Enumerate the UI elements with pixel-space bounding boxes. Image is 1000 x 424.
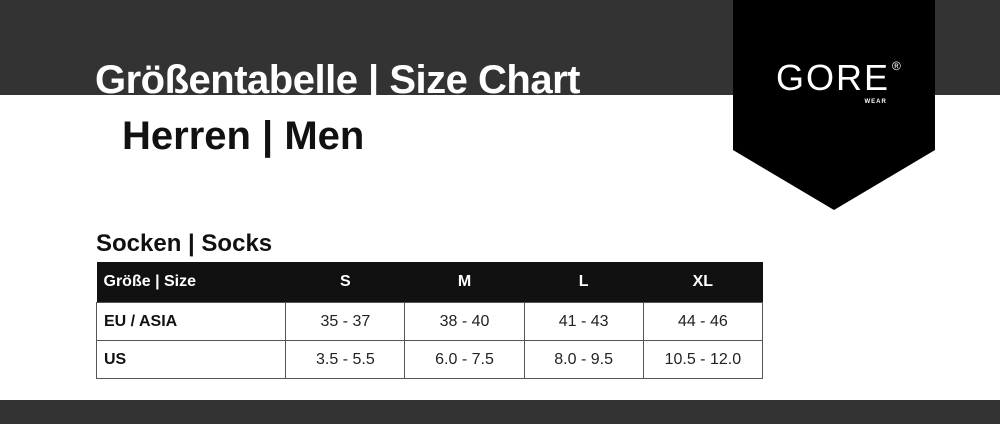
- size-table: Größe | Size S M L XL EU / ASIA 35 - 37 …: [95, 262, 764, 379]
- header-cell: Größe | Size: [96, 262, 286, 303]
- table-row: EU / ASIA 35 - 37 38 - 40 41 - 43 44 - 4…: [95, 302, 764, 341]
- registered-mark: ®: [892, 59, 901, 73]
- cell: 3.5 - 5.5: [285, 340, 406, 379]
- logo-badge: [733, 0, 935, 210]
- cell: 6.0 - 7.5: [404, 340, 525, 379]
- cell: 44 - 46: [642, 302, 764, 341]
- table-header-row: Größe | Size S M L XL: [96, 262, 763, 303]
- cell: 10.5 - 12.0: [642, 340, 764, 379]
- section-title: Socken | Socks: [96, 230, 273, 257]
- header-cell: XL: [643, 262, 763, 303]
- gore-logo: GORE: [776, 57, 891, 98]
- logo-row: GORE ®: [776, 60, 901, 96]
- logo-group: GORE ® WEAR: [776, 60, 901, 106]
- cell: 8.0 - 9.5: [523, 340, 644, 379]
- row-label: US: [95, 340, 287, 379]
- cell: 35 - 37: [285, 302, 406, 341]
- table-row: US 3.5 - 5.5 6.0 - 7.5 8.0 - 9.5 10.5 - …: [95, 340, 764, 379]
- page-title: Größentabelle | Size Chart: [95, 58, 580, 102]
- cell: 41 - 43: [523, 302, 644, 341]
- row-label: EU / ASIA: [95, 302, 287, 341]
- page-subtitle: Herren | Men: [122, 114, 365, 158]
- header-cell: M: [404, 262, 525, 303]
- cell: 38 - 40: [404, 302, 525, 341]
- logo-wear: WEAR: [864, 99, 887, 105]
- bottom-band: [0, 400, 1000, 424]
- header-cell: S: [285, 262, 405, 303]
- header-cell: L: [524, 262, 644, 303]
